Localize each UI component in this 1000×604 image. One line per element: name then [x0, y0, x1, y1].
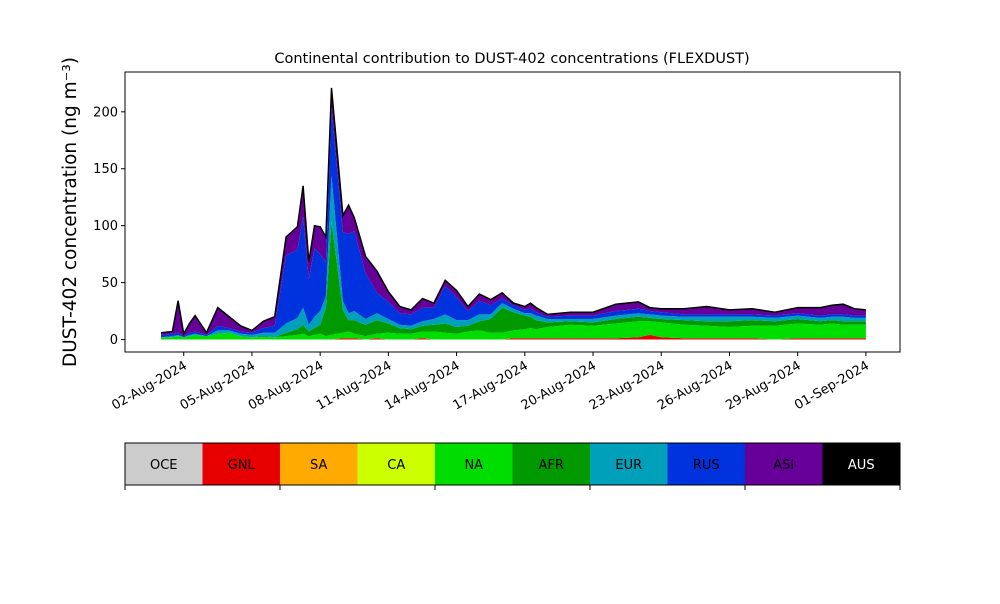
legend-swatch-aus [822, 443, 901, 485]
plot-frame [124, 71, 901, 353]
legend-label-eur: EUR [615, 458, 642, 473]
legend-label-aus: AUS [848, 458, 875, 473]
legend-frame [124, 442, 901, 486]
y-tick-label: 50 [101, 276, 118, 291]
area-series-gnl [161, 334, 866, 340]
x-tick-label: 05-Aug-2024 [178, 358, 258, 413]
x-tick-label: 29-Aug-2024 [723, 358, 803, 413]
legend-swatch-sa [280, 443, 358, 485]
legend-swatch-rus [667, 443, 746, 485]
y-tick-label: 100 [93, 219, 118, 234]
plot-area [124, 71, 901, 353]
y-tick-label: 0 [110, 333, 118, 348]
legend-swatch-na [435, 443, 513, 485]
legend-label-asi: ASI [773, 458, 794, 473]
total-line [160, 87, 866, 337]
legend-swatch-ca [357, 443, 436, 485]
legend-label-na: NA [464, 458, 483, 473]
legend-swatch-gnl [202, 443, 281, 485]
legend-swatch-afr [512, 443, 591, 485]
legend-label-oce: OCE [150, 458, 178, 473]
legend-label-sa: SA [310, 458, 327, 473]
legend-label-afr: AFR [539, 458, 564, 473]
x-tick-label: 17-Aug-2024 [450, 358, 530, 413]
area-series-asi [161, 87, 866, 337]
x-tick-label: 26-Aug-2024 [655, 358, 735, 413]
x-axis: 02-Aug-202405-Aug-202408-Aug-202411-Aug-… [109, 352, 872, 414]
legend-colorbar: OCE GNL SA CA NA AFR EUR RUS ASI AUS [124, 442, 901, 490]
y-axis: 0 50 100 150 200 [93, 105, 125, 348]
legend-swatch-oce [125, 443, 203, 485]
x-tick-label: 08-Aug-2024 [246, 358, 326, 413]
y-axis-label: DUST-402 concentration (ng m⁻³) [60, 57, 81, 367]
area-series-afr [161, 221, 866, 338]
y-tick-label: 200 [93, 105, 118, 120]
x-tick-label: 20-Aug-2024 [519, 358, 599, 413]
legend-swatch-eur [590, 443, 668, 485]
legend-swatch-asi [745, 443, 823, 485]
x-tick-label: 01-Sep-2024 [792, 358, 872, 413]
legend-label-ca: CA [387, 458, 405, 473]
legend-label-gnl: GNL [228, 458, 256, 473]
legend-label-rus: RUS [693, 458, 720, 473]
x-tick-label: 23-Aug-2024 [587, 358, 667, 413]
area-series-na [161, 321, 866, 340]
x-tick-label: 02-Aug-2024 [109, 358, 189, 413]
area-series-rus [161, 107, 866, 338]
chart-title: Continental contribution to DUST-402 con… [274, 51, 749, 67]
y-tick-label: 150 [93, 162, 118, 177]
x-tick-label: 14-Aug-2024 [382, 358, 462, 413]
x-tick-label: 11-Aug-2024 [314, 358, 394, 413]
